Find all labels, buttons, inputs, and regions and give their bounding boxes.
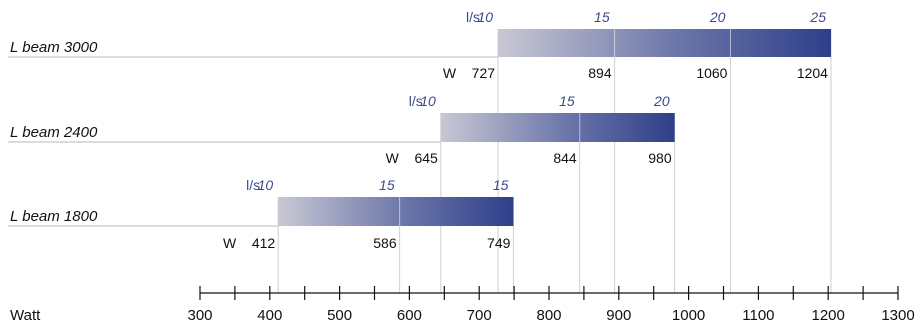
flow-unit-label: l/s bbox=[246, 177, 260, 193]
bars bbox=[278, 29, 831, 226]
row-label: L beam 3000 bbox=[10, 39, 98, 56]
flow-value-label: 15 bbox=[594, 9, 610, 25]
flow-value-label: 10 bbox=[477, 9, 493, 25]
x-tick-label: 300 bbox=[187, 307, 212, 323]
watt-unit-label: W bbox=[443, 65, 457, 81]
flow-value-label: 25 bbox=[809, 9, 826, 25]
watt-value-label: 586 bbox=[373, 235, 397, 251]
x-tick-label: 800 bbox=[536, 307, 561, 323]
flow-value-label: 20 bbox=[653, 93, 670, 109]
watt-value-label: 844 bbox=[553, 150, 577, 166]
x-tick-label: 400 bbox=[257, 307, 282, 323]
capacity-bar bbox=[278, 197, 514, 226]
watt-value-label: 412 bbox=[252, 235, 276, 251]
capacity-bar bbox=[440, 113, 675, 142]
x-tick-label: 600 bbox=[397, 307, 422, 323]
flow-value-label: 15 bbox=[493, 177, 509, 193]
watt-value-label: 727 bbox=[472, 65, 496, 81]
x-axis-title: Watt bbox=[10, 307, 41, 323]
x-tick-label: 900 bbox=[606, 307, 631, 323]
x-tick-label: 1000 bbox=[672, 307, 705, 323]
flow-value-label: 20 bbox=[709, 9, 726, 25]
flow-unit-label: l/s bbox=[409, 93, 423, 109]
x-tick-label: 700 bbox=[467, 307, 492, 323]
watt-unit-label: W bbox=[386, 150, 400, 166]
watt-value-label: 894 bbox=[588, 65, 612, 81]
x-tick-label: 1100 bbox=[742, 307, 774, 323]
flow-unit-label: l/s bbox=[466, 9, 480, 25]
capacity-bar bbox=[498, 29, 831, 57]
flow-value-label: 15 bbox=[559, 93, 575, 109]
row-label: L beam 2400 bbox=[10, 124, 98, 141]
row-label: L beam 1800 bbox=[10, 208, 98, 225]
x-tick-label: 1300 bbox=[881, 307, 914, 323]
watt-value-label: 1060 bbox=[696, 65, 727, 81]
flow-value-label: 10 bbox=[258, 177, 274, 193]
watt-value-label: 749 bbox=[487, 235, 511, 251]
flow-value-label: 10 bbox=[420, 93, 436, 109]
watt-unit-label: W bbox=[223, 235, 237, 251]
x-tick-label: 1200 bbox=[812, 307, 845, 323]
watt-value-label: 980 bbox=[648, 150, 672, 166]
watt-value-label: 1204 bbox=[797, 65, 828, 81]
watt-value-label: 645 bbox=[414, 150, 438, 166]
x-axis: 300 400 500 600 700 800 900 1000 1100 1200 1300 Wat… bbox=[10, 286, 915, 323]
x-tick-label: 500 bbox=[327, 307, 352, 323]
flow-value-label: 15 bbox=[379, 177, 395, 193]
